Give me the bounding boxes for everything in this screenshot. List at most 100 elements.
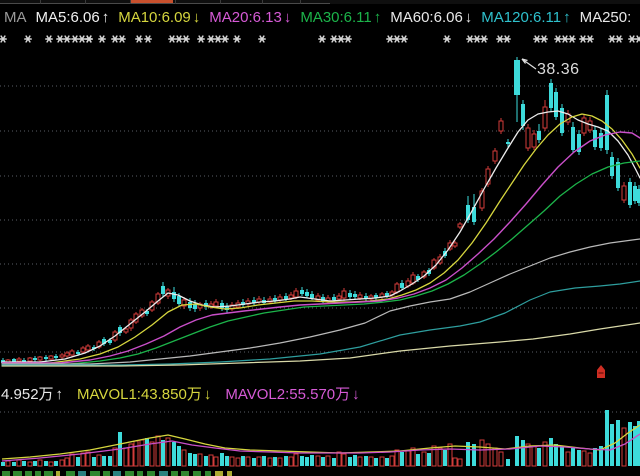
volume-bar [364, 456, 368, 466]
event-marker-icon [533, 35, 541, 43]
candle-body [80, 347, 86, 353]
tab-divider [300, 0, 301, 4]
candle-body [457, 223, 463, 228]
candle-body [108, 340, 112, 343]
candle-body [549, 83, 553, 108]
candle-body [485, 168, 491, 185]
candle-body [69, 350, 75, 356]
event-marker-icon [386, 35, 394, 43]
volume-bar [549, 438, 553, 466]
volume-bar [560, 446, 564, 466]
tab-strip[interactable] [0, 0, 640, 4]
volume-bar [315, 455, 321, 467]
candle-body [177, 296, 181, 304]
ma-line-ma30 [1, 160, 640, 365]
volume-bar [108, 456, 112, 466]
cutoff-indicator-text [159, 471, 168, 476]
volume-bar [336, 451, 342, 467]
volume-bar [133, 440, 139, 467]
candle-body [599, 133, 603, 148]
candle-body [213, 301, 219, 307]
volume-bar [37, 459, 43, 467]
candle-body [554, 92, 558, 117]
cutoff-indicator-text [56, 471, 60, 476]
candle-body [472, 207, 476, 222]
volume-bar [139, 439, 145, 467]
candle-body [59, 354, 65, 358]
trend-arrow-icon: ↓ [203, 385, 212, 403]
trend-arrow-icon: ↑ [373, 8, 382, 26]
volume-bar [581, 450, 587, 467]
tab-divider [175, 0, 176, 4]
volume-bar [213, 456, 219, 467]
volume-bar [204, 456, 208, 466]
candle-body [33, 358, 37, 360]
volume-bar [379, 456, 385, 467]
volume-bar [310, 455, 314, 466]
volume-bar [410, 447, 416, 467]
ma-value-label: MA60:6.06 ↓ [390, 8, 473, 26]
candle-body [102, 339, 106, 344]
candle-body [616, 162, 620, 188]
event-marker-icon [214, 35, 222, 43]
volume-bar [267, 457, 273, 467]
volume-bar [80, 452, 86, 467]
candle-body [300, 290, 304, 294]
candle-body [506, 142, 510, 144]
candle-body [374, 295, 378, 298]
event-marker-icon [45, 35, 53, 43]
candle-body [252, 300, 256, 303]
candle-body [48, 355, 54, 360]
volume-bar [593, 448, 597, 466]
candle-body [416, 276, 420, 280]
candle-body [64, 352, 70, 357]
volume-bar [515, 436, 519, 466]
candle-body [452, 242, 458, 247]
volume-bar [385, 458, 389, 466]
candle-body [37, 356, 43, 361]
candle-body [466, 205, 470, 220]
volume-bar [485, 443, 491, 467]
candle-body [492, 150, 498, 162]
candle-body [241, 302, 245, 305]
event-marker-icon [221, 35, 229, 43]
event-marker-icon [24, 35, 32, 43]
candle-body [348, 293, 352, 297]
volume-bar [605, 410, 609, 466]
candle-body [628, 182, 632, 205]
volume-bar [145, 438, 149, 466]
volume-bar [466, 442, 470, 466]
volume-bar [616, 420, 620, 466]
volume-bar [305, 457, 309, 466]
volume-value-label: MAVOL2:55.570万 ↓ [225, 385, 360, 403]
volume-bar [149, 441, 155, 467]
volume-bar [235, 457, 241, 467]
volume-bar [394, 449, 400, 467]
candle-body [181, 299, 187, 307]
volume-bar [405, 450, 411, 467]
candle-body [479, 190, 485, 209]
volume-bar [637, 421, 640, 466]
candle-body [514, 60, 520, 95]
volume-bar [85, 451, 91, 467]
volume-bar [1, 462, 5, 466]
candle-body [155, 293, 161, 304]
candle-body [357, 294, 363, 299]
event-marker-icon [480, 35, 488, 43]
volume-bar [457, 458, 463, 467]
trend-arrow-icon: ↓ [283, 8, 292, 26]
event-marker-icon [635, 35, 640, 43]
volume-value-label: MAVOL1:43.850万 ↓ [77, 385, 212, 403]
event-marker-icon [85, 35, 93, 43]
volume-bar [123, 447, 129, 467]
volume-bar [33, 461, 37, 466]
event-marker-icon [144, 35, 152, 43]
volume-bar [220, 453, 224, 466]
candle-body [321, 297, 325, 301]
cutoff-indicator-text [215, 471, 223, 476]
candle-body [273, 298, 277, 301]
volume-bar [554, 444, 558, 466]
volume-bar [452, 457, 458, 467]
